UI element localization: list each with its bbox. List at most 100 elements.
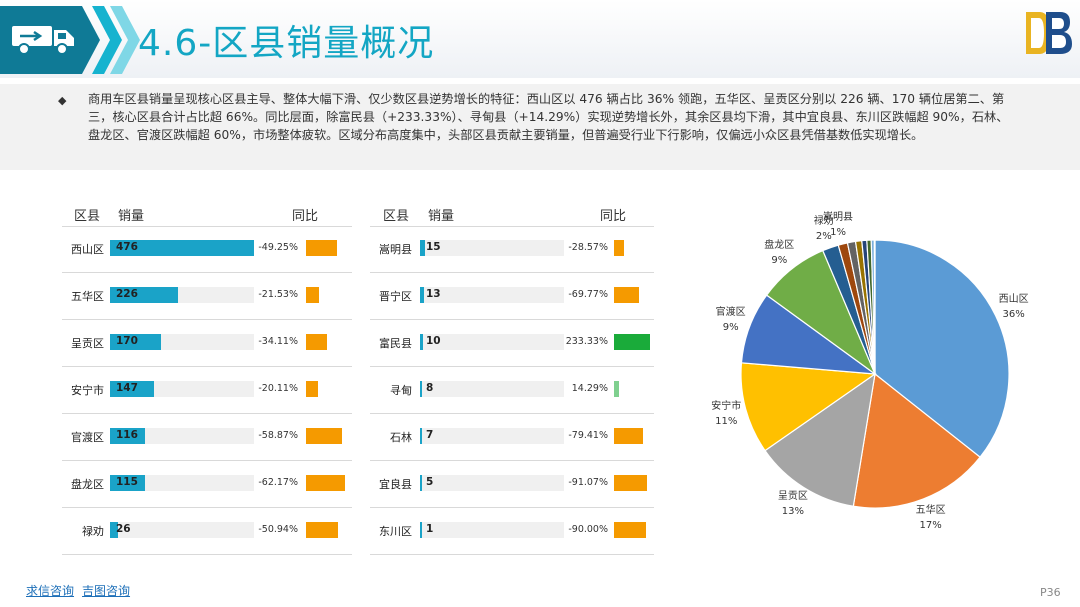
pie-slice-percent: 13% <box>781 506 804 518</box>
sales-bar-track <box>420 287 564 303</box>
pie-slice-name: 嵩明县 <box>823 211 854 223</box>
district-label: 禄劝 <box>82 525 104 538</box>
sales-bar <box>110 428 146 444</box>
yoy-value: -62.17% <box>258 477 298 488</box>
yoy-bar <box>306 334 328 350</box>
page-title: 4.6-区县销量概况 <box>138 23 435 64</box>
header-band <box>0 0 1080 78</box>
district-label: 嵩明县 <box>379 243 412 256</box>
sales-bar <box>110 240 254 256</box>
pie-data-label: 呈贡区 13% <box>765 489 821 519</box>
yoy-bar <box>306 381 319 397</box>
pie-slice-name: 安宁市 <box>711 400 742 412</box>
yoy-value: -28.57% <box>568 242 608 253</box>
summary-panel <box>0 84 1080 170</box>
sales-value: 170 <box>116 335 138 347</box>
yoy-value: -21.53% <box>258 289 298 300</box>
row-divider <box>370 413 654 414</box>
yoy-value: 233.33% <box>565 336 608 347</box>
yoy-value: -58.87% <box>258 430 298 441</box>
row-divider <box>62 507 352 508</box>
pie-slice-percent: 9% <box>722 322 739 334</box>
pie-slice-percent: 1% <box>830 226 846 238</box>
pie-slice-percent: 17% <box>919 519 942 531</box>
yoy-value: -91.07% <box>568 477 608 488</box>
yoy-value: -50.94% <box>258 524 298 535</box>
district-label: 寻甸 <box>390 384 412 397</box>
truck-icon <box>12 26 74 55</box>
sales-bar-track <box>110 475 254 491</box>
row-divider <box>370 460 654 461</box>
sales-value: 476 <box>116 241 138 253</box>
yoy-bar <box>614 240 625 256</box>
row-divider <box>62 413 352 414</box>
yoy-bar <box>306 287 320 303</box>
row-divider <box>62 272 352 273</box>
sales-value: 15 <box>426 241 441 253</box>
yoy-value: -79.41% <box>568 430 608 441</box>
yoy-bar <box>306 475 345 491</box>
pie-slice-percent: 9% <box>771 255 788 267</box>
yoy-value: -69.77% <box>568 289 608 300</box>
sales-value: 8 <box>426 382 434 394</box>
district-label: 晋宁区 <box>379 290 412 303</box>
district-label: 石林 <box>390 431 412 444</box>
sales-value: 13 <box>426 288 441 300</box>
district-label: 宜良县 <box>379 478 412 491</box>
sales-bar-track <box>420 381 564 397</box>
yoy-value: -90.00% <box>568 524 608 535</box>
pie-chart <box>740 239 1010 509</box>
sales-value: 1 <box>426 523 434 535</box>
sales-value: 5 <box>426 476 434 488</box>
district-label: 五华区 <box>71 290 104 303</box>
pie-data-label: 盘龙区 9% <box>751 238 807 268</box>
sales-bar-track <box>420 240 564 256</box>
district-label: 富民县 <box>379 337 412 350</box>
yoy-bar <box>614 522 647 538</box>
pie-data-label: 五华区 17% <box>903 503 959 533</box>
sales-bar <box>420 522 422 538</box>
pie-slice <box>852 372 981 509</box>
row-divider <box>370 272 654 273</box>
yoy-bar <box>306 240 337 256</box>
sales-bar <box>420 287 424 303</box>
row-divider <box>370 507 654 508</box>
pie-slice-percent: 11% <box>715 415 738 427</box>
row-divider <box>62 366 352 367</box>
header-sales: 销量 <box>428 209 455 224</box>
sales-bar-track <box>420 522 564 538</box>
yoy-value: -49.25% <box>258 242 298 253</box>
sales-bar <box>110 334 162 350</box>
sales-value: 226 <box>116 288 138 300</box>
pie-slice-percent: 2% <box>815 230 832 242</box>
sales-bar <box>420 334 424 350</box>
yoy-bar <box>614 381 620 397</box>
footer-link[interactable]: 求信咨询 <box>26 584 75 598</box>
DB-logo <box>1026 12 1072 54</box>
header-sales: 销量 <box>118 209 145 224</box>
header-yoy: 同比 <box>600 209 627 224</box>
yoy-bar <box>306 428 343 444</box>
sales-bar <box>420 428 423 444</box>
header-district: 区县 <box>74 209 101 224</box>
pie-data-label: 官渡区 9% <box>703 305 759 335</box>
district-label: 东川区 <box>379 525 412 538</box>
sales-bar-track <box>420 428 564 444</box>
sales-value: 115 <box>116 476 138 488</box>
pie-data-label: 嵩明县 1% <box>810 210 866 240</box>
pie-data-label: 西山区 36% <box>986 292 1042 322</box>
sales-bar-track <box>420 475 564 491</box>
row-divider <box>370 319 654 320</box>
district-label: 官渡区 <box>71 431 104 444</box>
pie-slice <box>740 362 877 452</box>
row-divider <box>370 554 654 555</box>
pie-slice-name: 西山区 <box>998 293 1029 305</box>
district-label: 呈贡区 <box>71 337 104 350</box>
bullet-icon: ◆ <box>58 94 67 107</box>
yoy-bar <box>614 334 650 350</box>
sales-value: 10 <box>426 335 441 347</box>
footer-link[interactable]: 吉图咨询 <box>82 584 131 598</box>
yoy-value: -34.11% <box>258 336 298 347</box>
sales-value: 147 <box>116 382 138 394</box>
pie-slice-name: 盘龙区 <box>764 240 795 252</box>
